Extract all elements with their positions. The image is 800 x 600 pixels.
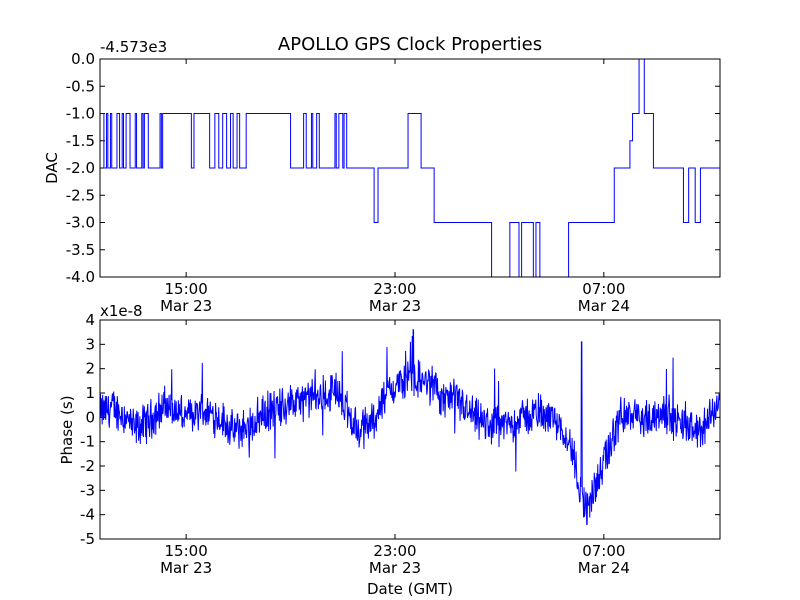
dac-ytick-label: -2.0 [66,159,95,177]
phase-ytick-label: 0 [85,408,95,426]
phase-offset-label: x1e-8 [100,302,143,320]
dac-ytick-label: -3.0 [66,214,95,232]
phase-ytick-label: -1 [80,433,95,451]
dac-ytick-label: -4.0 [66,268,95,286]
dac-ytick-label: -0.5 [66,77,95,95]
phase-panel: x1e-8 Phase (s) 43210-1-2-3-4-515:00Mar … [58,302,721,598]
dac-xtick-time: 15:00 [165,280,208,298]
phase-ytick-label: -2 [80,457,95,475]
phase-ytick-label: -5 [80,530,95,548]
dac-xtick-time: 23:00 [373,280,416,298]
dac-ylabel: DAC [43,152,61,184]
phase-xtick-time: 07:00 [582,542,625,560]
phase-ytick-label: 3 [85,335,95,353]
phase-ylabel: Phase (s) [58,395,76,464]
dac-ytick-label: -1.0 [66,105,95,123]
dac-xtick-date: Mar 23 [369,297,421,315]
phase-xtick-date: Mar 23 [369,559,421,577]
phase-ytick-label: -3 [80,481,95,499]
phase-ytick-label: -4 [80,506,95,524]
dac-xtick-time: 07:00 [582,280,625,298]
chart-title: APOLLO GPS Clock Properties [278,34,542,55]
phase-xtick-time: 15:00 [165,542,208,560]
phase-xtick-date: Mar 23 [160,559,212,577]
phase-ytick-label: 4 [85,311,95,329]
dac-axes-frame [99,58,721,278]
dac-ytick-label: -1.5 [66,132,95,150]
dac-xtick-date: Mar 23 [160,297,212,315]
phase-series-line [99,329,721,525]
phase-ytick-label: 1 [85,384,95,402]
dac-xtick-date: Mar 24 [578,297,630,315]
phase-xlabel: Date (GMT) [367,580,453,598]
dac-ytick-label: -3.5 [66,241,95,259]
phase-axes-frame [99,319,721,540]
dac-offset-label: -4.573e3 [100,38,167,56]
phase-ytick-label: 2 [85,360,95,378]
phase-xtick-date: Mar 24 [578,559,630,577]
dac-panel: -4.573e3 DAC 0.0 -0.5 -1.0 -1.5 -2.0 -2.5 -3.0… [43,38,721,315]
dac-ytick-label: -2.5 [66,186,95,204]
dac-ytick-label: 0.0 [71,50,95,68]
phase-xtick-time: 23:00 [373,542,416,560]
